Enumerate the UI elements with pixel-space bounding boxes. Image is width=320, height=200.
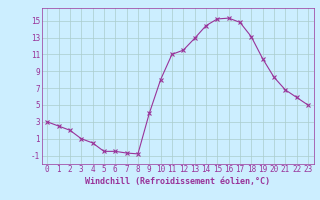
- X-axis label: Windchill (Refroidissement éolien,°C): Windchill (Refroidissement éolien,°C): [85, 177, 270, 186]
